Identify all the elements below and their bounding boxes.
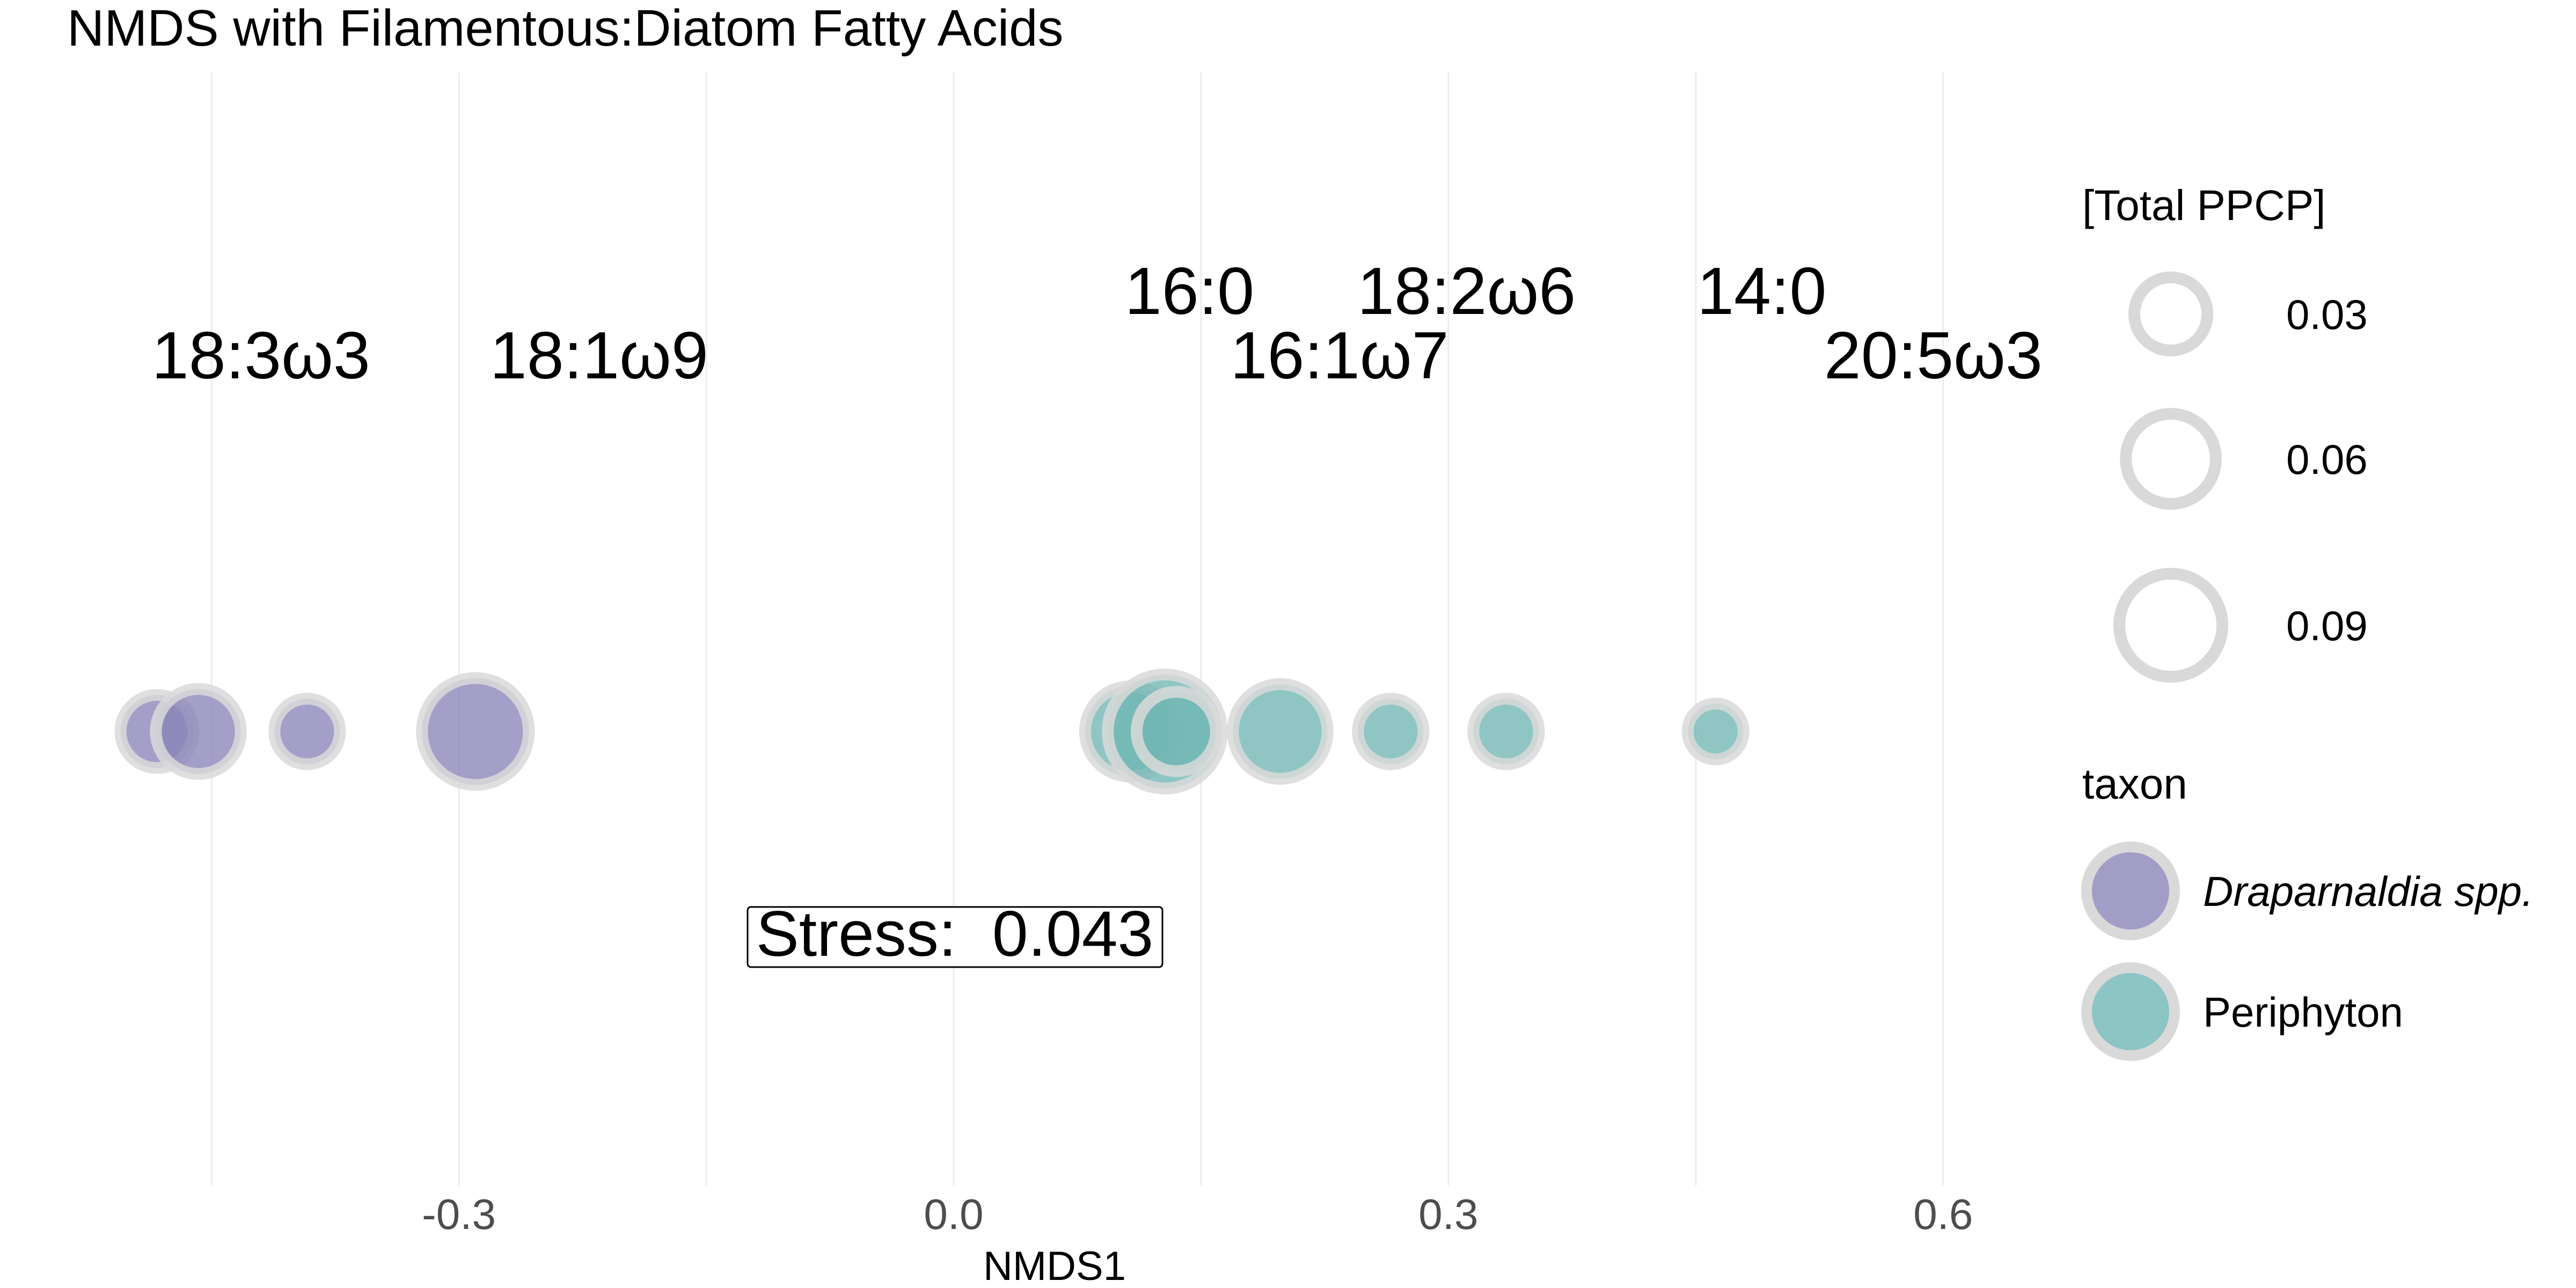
data-point-periphyton [1130,686,1222,777]
x-axis-title: NMDS1 [983,1243,1126,1288]
stress-box [747,906,1163,968]
data-point-draparnaldia-spp [150,683,247,780]
data-points [114,668,1750,795]
size-legend-label: 0.03 [2286,291,2368,338]
fatty-acid-label: 14:0 [1697,254,1826,328]
taxon-legend: taxon Draparnaldia spp. Periphyton [2081,760,2534,1061]
size-legend-key [2120,408,2222,510]
size-legend-key [2128,271,2214,357]
x-tick-label: 0.3 [1418,1190,1478,1238]
fatty-acid-label: 18:2ω6 [1357,254,1576,328]
stress-annotation: Stress: 0.043 [747,898,1163,970]
fatty-acid-label: 16:1ω7 [1231,319,1449,393]
size-legend-label: 0.06 [2286,436,2368,483]
x-tick-label: 0.6 [1913,1190,1973,1238]
data-point-periphyton [1467,692,1545,771]
taxon-legend-label: Periphyton [2203,989,2403,1036]
data-point-periphyton [1681,698,1750,765]
fatty-acid-label: 18:3ω3 [152,319,370,393]
size-legend-title: [Total PPCP] [2082,181,2326,229]
x-tick-label: 0.0 [924,1190,983,1238]
chart-title: NMDS with Filamentous:Diatom Fatty Acids [67,0,1064,57]
taxon-legend-key [2081,841,2180,940]
x-tick-label: -0.3 [422,1190,496,1238]
taxon-legend-key [2081,962,2180,1061]
taxon-legend-title: taxon [2082,760,2187,808]
x-axis-ticks: -0.3 0.0 0.3 0.6 [422,1190,1973,1238]
size-legend-key [2113,568,2228,683]
taxon-legend-label: Draparnaldia spp. [2203,868,2534,915]
data-point-draparnaldia-spp [416,672,535,791]
fatty-acid-label: 20:5ω3 [1824,319,2043,393]
data-point-periphyton [1352,692,1430,771]
size-legend: [Total PPCP] 0.03 0.06 0.09 [2082,181,2368,683]
fatty-acid-label: 16:0 [1125,254,1254,328]
stress-label: Stress: 0.043 [756,898,1153,970]
size-legend-label: 0.09 [2286,602,2368,649]
data-point-periphyton [1227,678,1334,785]
data-point-draparnaldia-spp [268,692,346,771]
fatty-acid-label: 18:1ω9 [490,319,708,393]
grid-lines [210,72,1944,1186]
